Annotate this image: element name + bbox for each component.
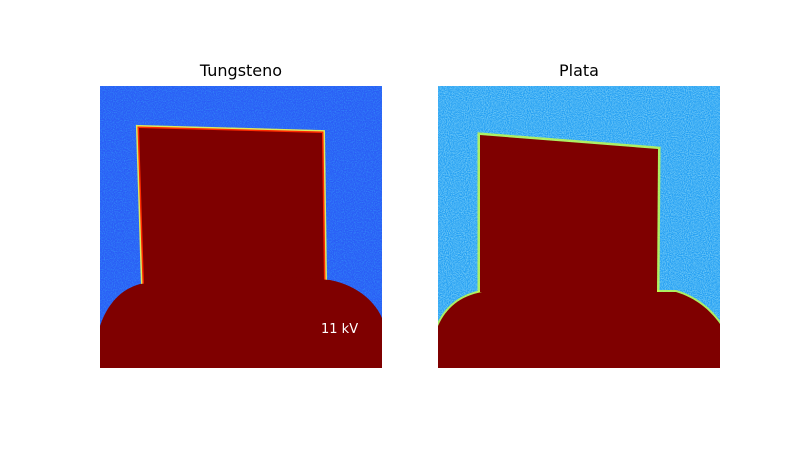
voltage-label: 11 kV [321,322,359,337]
sample-block [480,135,658,292]
sample-block [139,128,324,286]
panel-title-right: Plata [559,61,599,80]
panel-title-left: Tungsteno [199,61,283,80]
sample-base [438,292,720,368]
xray-image-silver [438,86,720,368]
sample-base [100,274,382,368]
xray-image-tungsten: 11 kV [100,86,382,368]
